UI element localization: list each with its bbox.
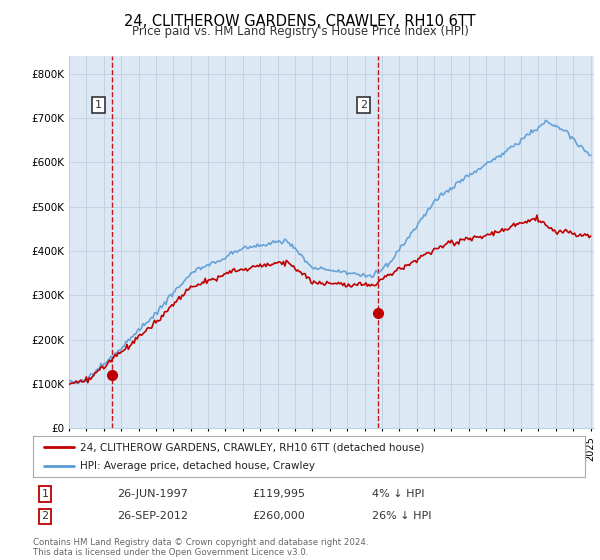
Text: 26-SEP-2012: 26-SEP-2012 bbox=[117, 511, 188, 521]
Text: Contains HM Land Registry data © Crown copyright and database right 2024.
This d: Contains HM Land Registry data © Crown c… bbox=[33, 538, 368, 557]
Text: 24, CLITHEROW GARDENS, CRAWLEY, RH10 6TT (detached house): 24, CLITHEROW GARDENS, CRAWLEY, RH10 6TT… bbox=[80, 442, 424, 452]
Text: 26-JUN-1997: 26-JUN-1997 bbox=[117, 489, 188, 499]
Text: 1: 1 bbox=[95, 100, 102, 110]
Text: Price paid vs. HM Land Registry's House Price Index (HPI): Price paid vs. HM Land Registry's House … bbox=[131, 25, 469, 38]
Text: £119,995: £119,995 bbox=[252, 489, 305, 499]
Text: 24, CLITHEROW GARDENS, CRAWLEY, RH10 6TT: 24, CLITHEROW GARDENS, CRAWLEY, RH10 6TT bbox=[124, 14, 476, 29]
Text: 26% ↓ HPI: 26% ↓ HPI bbox=[372, 511, 431, 521]
Text: HPI: Average price, detached house, Crawley: HPI: Average price, detached house, Craw… bbox=[80, 461, 315, 471]
Text: 2: 2 bbox=[41, 511, 49, 521]
Text: 1: 1 bbox=[41, 489, 49, 499]
Text: £260,000: £260,000 bbox=[252, 511, 305, 521]
Text: 4% ↓ HPI: 4% ↓ HPI bbox=[372, 489, 425, 499]
Text: 2: 2 bbox=[360, 100, 367, 110]
